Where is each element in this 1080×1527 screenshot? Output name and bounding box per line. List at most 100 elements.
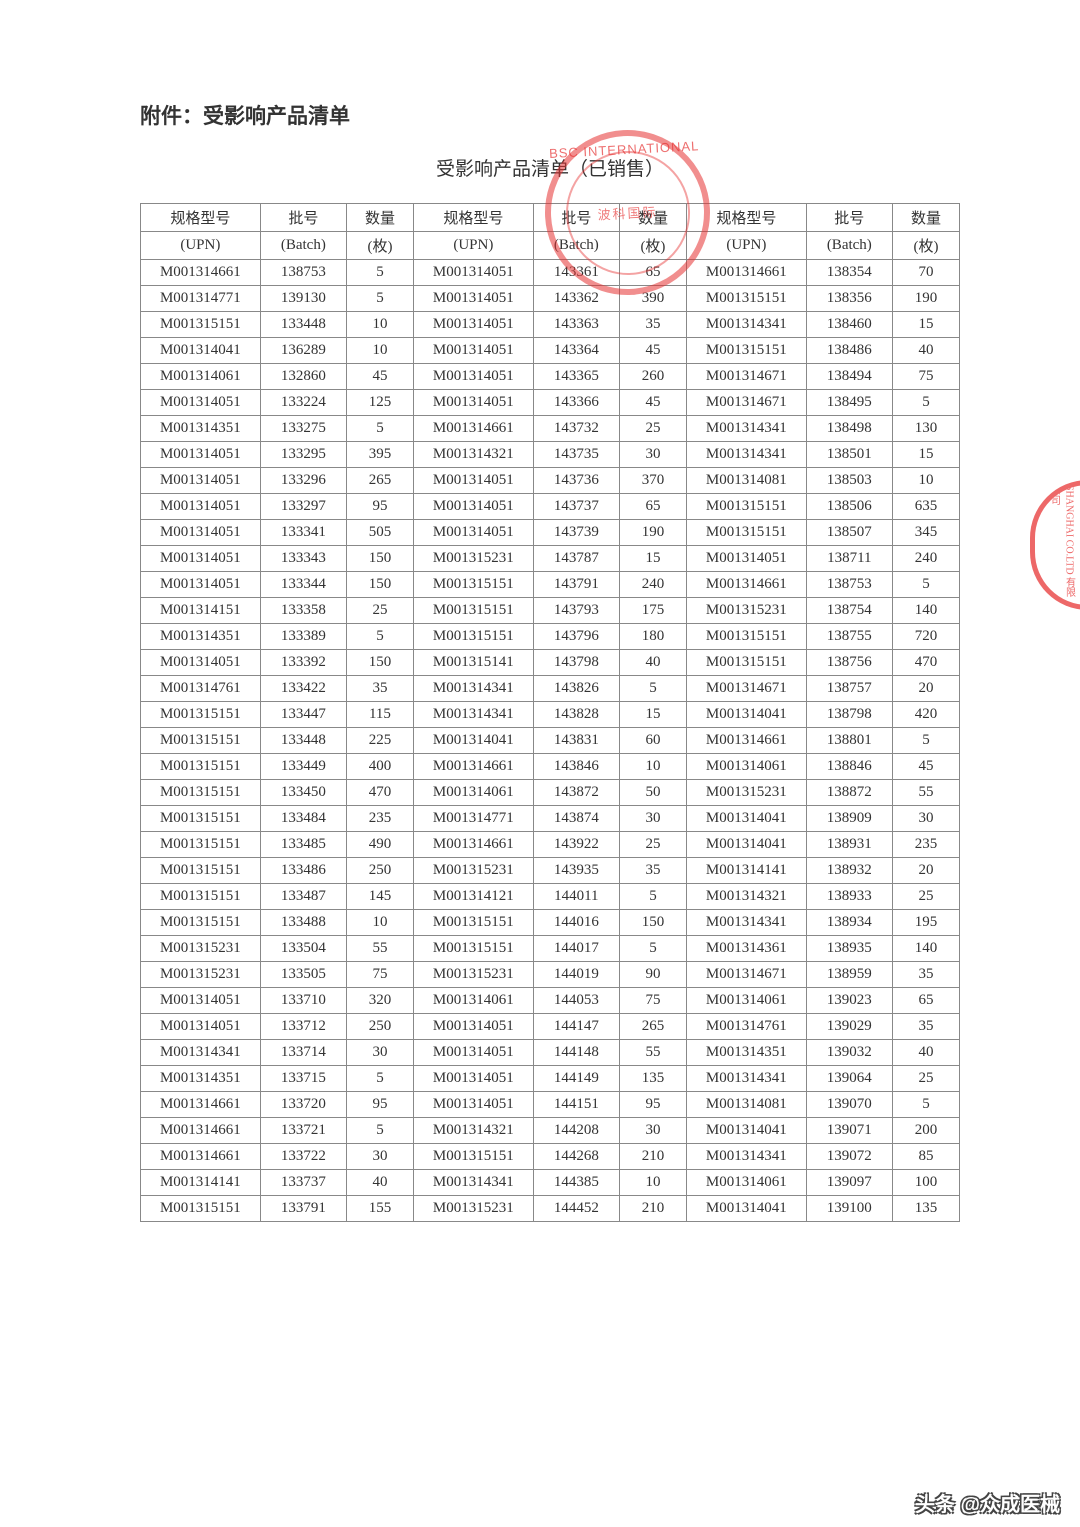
table-cell: M001314041 [686,1118,806,1144]
table-cell: 138932 [806,858,892,884]
table-cell: 138460 [806,312,892,338]
table-cell: 133448 [260,312,346,338]
table-cell: 139023 [806,988,892,1014]
table-cell: M001315231 [141,962,261,988]
table-cell: 420 [892,702,959,728]
table-cell: 10 [346,338,413,364]
table-cell: 133344 [260,572,346,598]
table-cell: 100 [892,1170,959,1196]
table-cell: M001314341 [413,702,533,728]
table-cell: 720 [892,624,959,650]
table-row: M00131414113373740M00131434114438510M001… [141,1170,960,1196]
table-cell: 144452 [533,1196,619,1222]
table-cell: 133720 [260,1092,346,1118]
table-cell: M001315151 [686,624,806,650]
table-cell: 265 [619,1014,686,1040]
table-cell: 5 [619,884,686,910]
table-cell: 133722 [260,1144,346,1170]
table-row: M001315151133486250M00131523114393535M00… [141,858,960,884]
table-cell: 133358 [260,598,346,624]
table-cell: 138503 [806,468,892,494]
table-cell: 250 [346,1014,413,1040]
table-cell: M001315151 [141,832,261,858]
table-cell: 25 [892,884,959,910]
table-cell: 143737 [533,494,619,520]
table-cell: M001314321 [686,884,806,910]
table-cell: 143828 [533,702,619,728]
table-cell: M001314341 [686,1066,806,1092]
table-cell: 370 [619,468,686,494]
table-cell: 55 [892,780,959,806]
table-cell: 138756 [806,650,892,676]
table-cell: M001315231 [413,1196,533,1222]
table-cell: M001314141 [141,1170,261,1196]
table-cell: 45 [619,338,686,364]
table-cell: 400 [346,754,413,780]
table-cell: M001314121 [413,884,533,910]
col-upn-en: (UPN) [413,232,533,260]
table-cell: 138846 [806,754,892,780]
table-cell: M001314661 [413,832,533,858]
table-cell: 139130 [260,286,346,312]
table-cell: 139072 [806,1144,892,1170]
table-cell: M001314661 [686,572,806,598]
table-cell: M001315231 [141,936,261,962]
table-cell: M001314051 [413,1040,533,1066]
table-cell: 240 [619,572,686,598]
table-cell: 139064 [806,1066,892,1092]
table-cell: M001314321 [413,1118,533,1144]
table-row: M001314051133224125M00131405114336645M00… [141,390,960,416]
table-cell: 65 [892,988,959,1014]
table-cell: 50 [619,780,686,806]
table-cell: 133714 [260,1040,346,1066]
table-cell: 143798 [533,650,619,676]
col-batch-cn: 批号 [806,204,892,232]
table-cell: 133296 [260,468,346,494]
table-cell: M001315151 [686,650,806,676]
table-cell: 5 [346,286,413,312]
table-cell: 133389 [260,624,346,650]
table-cell: M001315231 [413,546,533,572]
table-cell: 490 [346,832,413,858]
table-row: M001314051133296265M001314051143736370M0… [141,468,960,494]
table-cell: 35 [892,1014,959,1040]
table-row: M001315151133448225M00131404114383160M00… [141,728,960,754]
table-cell: 130 [892,416,959,442]
table-row: M001315151133791155M001315231144452210M0… [141,1196,960,1222]
table-cell: 138934 [806,910,892,936]
table-cell: M001314051 [141,988,261,1014]
table-cell: 133449 [260,754,346,780]
table-cell: 133450 [260,780,346,806]
table-row: M00131515113344810M00131405114336335M001… [141,312,960,338]
table-cell: 5 [619,936,686,962]
table-row: M001314051133392150M00131514114379840M00… [141,650,960,676]
table-cell: 138753 [260,260,346,286]
table-cell: M001315151 [141,858,261,884]
table-cell: M001314761 [686,1014,806,1040]
table-cell: 150 [619,910,686,936]
table-cell: 133504 [260,936,346,962]
table-cell: 133275 [260,416,346,442]
table-cell: 5 [619,676,686,702]
table-cell: 138959 [806,962,892,988]
table-cell: M001314041 [686,832,806,858]
table-cell: 138494 [806,364,892,390]
col-batch-en: (Batch) [533,232,619,260]
table-cell: M001315151 [686,520,806,546]
table-cell: 143826 [533,676,619,702]
table-cell: 143361 [533,260,619,286]
table-cell: 144019 [533,962,619,988]
table-row: M00131476113342235M0013143411438265M0013… [141,676,960,702]
table-cell: 138931 [806,832,892,858]
table-cell: 40 [892,338,959,364]
table-row: M001314051133344150M001315151143791240M0… [141,572,960,598]
table-cell: 70 [892,260,959,286]
table-cell: 190 [619,520,686,546]
table-cell: 10 [892,468,959,494]
table-cell: 30 [346,1144,413,1170]
table-cell: 133715 [260,1066,346,1092]
table-cell: M001314661 [686,260,806,286]
table-cell: M001314341 [686,442,806,468]
col-upn-cn: 规格型号 [141,204,261,232]
table-cell: 138501 [806,442,892,468]
